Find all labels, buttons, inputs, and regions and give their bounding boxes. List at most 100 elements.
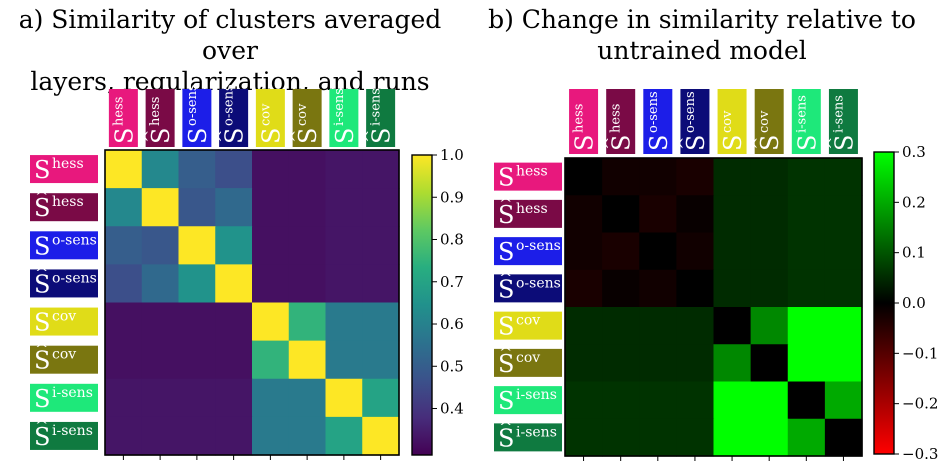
chart-a-col-label-bg-3 — [219, 89, 249, 147]
chart-b-row-label-sup-6: i-sens — [516, 387, 557, 403]
chart-a-cell-r7-c7 — [362, 416, 400, 456]
chart-a-col-label-2: So-sens — [182, 84, 212, 147]
chart-b-col-label-sup-7: i-sens — [831, 95, 846, 133]
chart-a-cell-r4-c1 — [141, 302, 180, 342]
chart-b-cell-r3-c0 — [565, 269, 603, 308]
chart-a-cell-r5-c1 — [141, 340, 180, 380]
chart-a-cell-r3-c2 — [178, 264, 216, 304]
chart-a-cell-r1-c5 — [288, 188, 327, 227]
chart-a-row-label-sup-3: o-sens — [52, 270, 97, 286]
chart-a-cell-r6-c6 — [325, 378, 363, 418]
chart-b-cell-r2-c6 — [787, 232, 826, 271]
chart-b-cell-r4-c7 — [824, 307, 863, 345]
chart-b-row-label-sup-5: cov — [516, 350, 540, 366]
chart-b-col-label-5: S^ cov — [749, 89, 784, 154]
chart-a-cell-r0-c4 — [252, 150, 290, 189]
chart-a-col-label-sup-0: hess — [111, 97, 126, 126]
chart-b-row-label-hat-3: ^ — [499, 268, 512, 287]
chart-a-cell-r4-c4 — [252, 302, 290, 342]
chart-a-col-label-bg-7 — [366, 89, 396, 147]
chart-b-cell-r4-c4 — [713, 307, 752, 345]
chart-a-row-label-hat-1: ^ — [35, 187, 48, 206]
chart-b-row-label-bg-3 — [494, 274, 562, 303]
chart-a-col-label-5: S^ cov — [287, 89, 322, 147]
chart-a-row-label-1: S^ hess — [30, 187, 98, 222]
chart-a-cell-r4-c2 — [178, 302, 216, 342]
chart-b-row-label-sup-2: o-sens — [516, 238, 561, 254]
chart-b-col-label-hat-7: ^ — [823, 137, 842, 150]
chart-a-cell-r1-c6 — [325, 188, 363, 227]
chart-b-row-label-sup-1: hess — [516, 201, 548, 217]
chart-a-cell-r3-c6 — [325, 264, 363, 304]
chart-b-col-label-base-2: S — [645, 135, 673, 151]
chart-b-row-label-base-6: S — [498, 387, 514, 415]
chart-a-row-label-hat-7: ^ — [35, 416, 48, 435]
chart-b-row-label-base-7: S — [498, 424, 514, 452]
chart-a-cell-r0-c6 — [325, 150, 363, 189]
chart-b-title-line-2: untrained model — [597, 36, 807, 65]
chart-b-row-label-base-2: S — [498, 238, 514, 266]
chart-b-col-label-base-5: S — [756, 135, 784, 151]
chart-a-row-label-hat-5: ^ — [35, 340, 48, 359]
chart-b-cell-r1-c7 — [824, 195, 863, 234]
chart-b-cell-r3-c5 — [750, 269, 789, 308]
chart-b-cell-r5-c5 — [750, 344, 789, 383]
chart-a-col-label-7: S^ i-sens — [361, 88, 396, 147]
chart-a-cell-r1-c0 — [105, 188, 143, 227]
chart-b-cell-r7-c1 — [602, 418, 640, 457]
chart-b-cell-r4-c6 — [787, 307, 826, 345]
chart-a-col-label-base-5: S — [294, 128, 322, 144]
chart-a-col-label-sup-4: cov — [258, 103, 273, 126]
chart-b-cell-r3-c7 — [824, 269, 863, 308]
chart-b-cell-r6-c3 — [676, 381, 715, 420]
chart-a-cell-r5-c6 — [325, 340, 363, 380]
chart-b-col-label-bg-2 — [643, 89, 673, 154]
chart-b-cell-r2-c7 — [824, 232, 863, 271]
chart-b-title: b) Change in similarity relative to untr… — [472, 4, 932, 66]
chart-a-col-label-hat-3: ^ — [214, 130, 233, 143]
chart-b-cell-r5-c6 — [787, 344, 826, 383]
chart-b-col-label-base-6: S — [793, 135, 821, 151]
chart-a-cell-r2-c2 — [178, 226, 216, 265]
chart-b-cell-r5-c3 — [676, 344, 715, 383]
chart-b-cell-r3-c4 — [713, 269, 752, 308]
chart-a-colorbar-tick-label-4: 0.6 — [440, 315, 464, 333]
chart-a-cell-r0-c3 — [215, 150, 253, 189]
chart-b-row-label-sup-4: cov — [516, 313, 540, 329]
chart-b-cell-r6-c1 — [602, 381, 640, 420]
chart-b-col-label-sup-0: hess — [572, 104, 587, 133]
chart-b-col-label-hat-5: ^ — [749, 137, 768, 150]
chart-a-cell-r7-c1 — [141, 416, 180, 456]
chart-b-row-label-7: S^ i-sens — [494, 417, 562, 452]
chart-b-cell-r7-c7 — [824, 418, 863, 457]
chart-b-cell-r0-c0 — [565, 158, 603, 196]
chart-a-cell-r1-c2 — [178, 188, 216, 227]
chart-b-colorbar-tick-label-4: −0.1 — [902, 344, 938, 362]
chart-a-cell-r2-c7 — [362, 226, 400, 265]
chart-b-col-label-bg-0 — [569, 89, 599, 154]
chart-b-col-label-hat-1: ^ — [601, 137, 620, 150]
chart-a-row-label-sup-6: i-sens — [52, 385, 93, 401]
chart-a-col-label-sup-5: cov — [295, 103, 310, 126]
chart-b-title-line-1: b) Change in similarity relative to — [488, 5, 916, 34]
chart-b-cell-r0-c2 — [639, 158, 677, 196]
chart-b-cell-r6-c4 — [713, 381, 752, 420]
chart-b-colorbar-tick-label-3: 0.0 — [902, 294, 926, 312]
chart-a-col-label-3: S^ o-sens — [214, 84, 249, 147]
chart-a-cell-r6-c5 — [288, 378, 327, 418]
chart-a-cell-r3-c0 — [105, 264, 143, 304]
chart-a-cell-r3-c1 — [141, 264, 180, 304]
chart-b-row-label-bg-7 — [494, 423, 562, 452]
chart-b-col-label-bg-3 — [680, 89, 710, 154]
chart-a-cell-r2-c6 — [325, 226, 363, 265]
chart-a-row-label-bg-3 — [30, 269, 98, 298]
chart-b-col-label-bg-1 — [606, 89, 636, 154]
chart-b-col-label-sup-4: cov — [720, 110, 735, 133]
chart-a-row-label-sup-0: hess — [52, 156, 84, 172]
